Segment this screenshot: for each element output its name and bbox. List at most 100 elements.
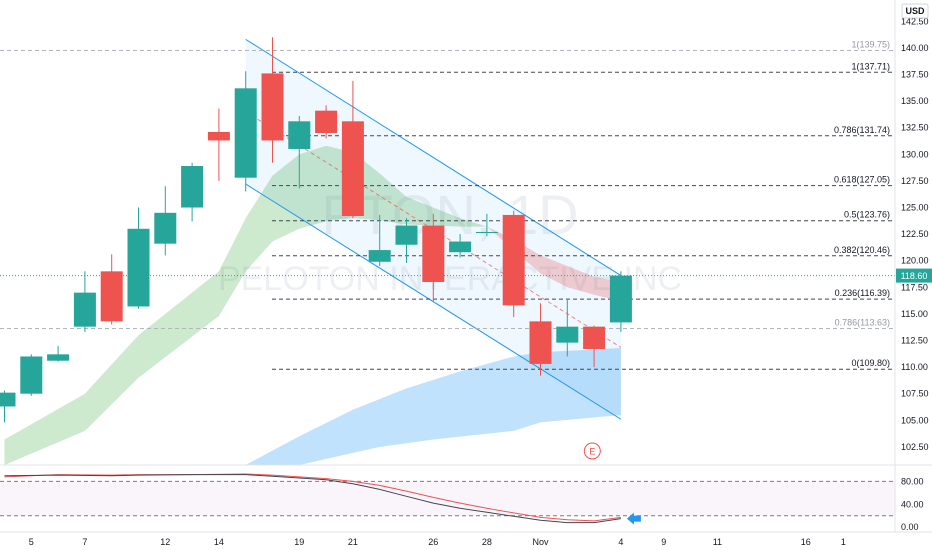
- price-tick-label: 140.00: [901, 43, 929, 53]
- watermark-name: PELOTON INTERACTIVE INC: [218, 260, 682, 298]
- candle: [422, 213, 445, 302]
- candle-body: [395, 225, 418, 245]
- time-tick-label: 11: [713, 537, 722, 547]
- candle: [181, 162, 204, 222]
- fib-level-label: 0.382(120.46): [834, 245, 890, 255]
- time-tick-label: 14: [214, 537, 224, 547]
- channel-mid-line: [245, 111, 622, 348]
- time-tick-label: 12: [160, 537, 170, 547]
- fibonacci-levels: 1(139.75) 1(137.71) 0.786(131.74) 0.618(127…: [0, 40, 895, 370]
- candle-body: [315, 110, 338, 134]
- candle: [261, 37, 284, 163]
- candle: [583, 325, 606, 368]
- last-price-label: 118.60: [901, 271, 928, 281]
- candle-body: [422, 225, 445, 282]
- earnings-marker[interactable]: E: [583, 442, 601, 460]
- earnings-label: E: [589, 447, 595, 457]
- time-tick-label: 1: [841, 537, 846, 547]
- candle: [475, 213, 498, 237]
- arrow-left-icon: [626, 512, 641, 525]
- symbol-watermark: PTON, 1D PELOTON INTERACTIVE INC: [218, 183, 682, 298]
- price-tick-label: 125.00: [901, 202, 929, 212]
- fib-level-label: 0.786(113.63): [835, 317, 890, 327]
- time-tick-label: 9: [661, 537, 666, 547]
- candle: [395, 218, 418, 263]
- price-tick-label: 107.50: [901, 389, 929, 399]
- fib-level-label: 0(109.80): [851, 358, 890, 368]
- candle-body: [261, 73, 284, 141]
- candle-body: [475, 231, 498, 234]
- axis-badges: USD 118.60: [896, 3, 932, 283]
- time-tick-label: 19: [294, 537, 304, 547]
- candle: [556, 300, 579, 357]
- oscillator-line: [4, 474, 621, 524]
- candle: [154, 186, 177, 256]
- oscillator-tick-label: 40.00: [901, 499, 924, 509]
- candle-body: [449, 241, 472, 253]
- oscillator-pane: [0, 473, 895, 525]
- currency-badge-box: [901, 3, 929, 19]
- candle: [207, 108, 230, 181]
- candle-body: [207, 131, 230, 141]
- fib-level-label: 0.786(131.74): [834, 125, 890, 135]
- price-tick-label: 127.50: [901, 176, 929, 186]
- candle-body: [100, 271, 123, 322]
- candle-body: [73, 292, 96, 327]
- candle-body: [583, 326, 606, 350]
- time-tick-label: 16: [801, 537, 811, 547]
- candle-body: [529, 321, 552, 364]
- candle: [341, 80, 364, 219]
- channel-upper-line: [245, 38, 622, 277]
- candle: [127, 207, 150, 309]
- oscillator-band: [0, 481, 895, 516]
- price-tick-label: 117.50: [901, 282, 928, 292]
- oscillator-tick-label: 0.00: [901, 522, 919, 532]
- currency-label: USD: [905, 6, 925, 16]
- candle-body: [368, 250, 391, 262]
- price-tick-label: 132.50: [901, 123, 929, 133]
- price-tick-label: 142.50: [901, 16, 929, 26]
- candle: [368, 214, 391, 267]
- blue-cloud: [245, 348, 621, 465]
- candle-body: [609, 275, 632, 323]
- time-tick-label: 21: [348, 537, 358, 547]
- time-tick-label: Nov: [532, 537, 549, 547]
- candle-body: [127, 228, 150, 307]
- candle-body: [502, 214, 525, 306]
- candle: [0, 390, 16, 423]
- fib-level-label: 0.5(123.76): [844, 210, 890, 220]
- fib-level-label: 1(137.71): [851, 61, 890, 71]
- price-tick-label: 137.50: [901, 69, 929, 79]
- time-tick-label: 5: [29, 537, 34, 547]
- candles: [0, 37, 632, 423]
- time-tick-label: 4: [618, 537, 623, 547]
- candle-body: [341, 121, 364, 217]
- oscillator-tick-label: 80.00: [901, 476, 924, 486]
- fib-level-label: 0.618(127.05): [834, 175, 890, 185]
- candle: [47, 345, 70, 362]
- price-tick-label: 105.00: [901, 415, 929, 425]
- candle-body: [154, 212, 177, 244]
- candle-body: [47, 354, 70, 361]
- earnings-badge: [583, 442, 601, 460]
- candle: [100, 254, 123, 325]
- candle-body: [20, 356, 43, 394]
- price-tick-label: 130.00: [901, 149, 929, 159]
- price-tick-label: 135.00: [901, 96, 929, 106]
- watermark-symbol: PTON, 1D: [321, 183, 578, 246]
- candle-body: [181, 165, 204, 208]
- time-tick-label: 7: [82, 537, 87, 547]
- candle: [609, 271, 632, 332]
- green-cloud: [4, 145, 487, 466]
- price-tick-label: 110.00: [901, 362, 928, 372]
- candle: [529, 303, 552, 376]
- price-tick-label: 122.50: [901, 229, 929, 239]
- price-tick-label: 102.50: [901, 442, 929, 452]
- candle: [234, 71, 257, 192]
- candle-body: [234, 88, 257, 178]
- candle: [288, 115, 311, 189]
- currency-badge[interactable]: USD: [901, 3, 929, 19]
- price-tick-label: 120.00: [901, 256, 929, 266]
